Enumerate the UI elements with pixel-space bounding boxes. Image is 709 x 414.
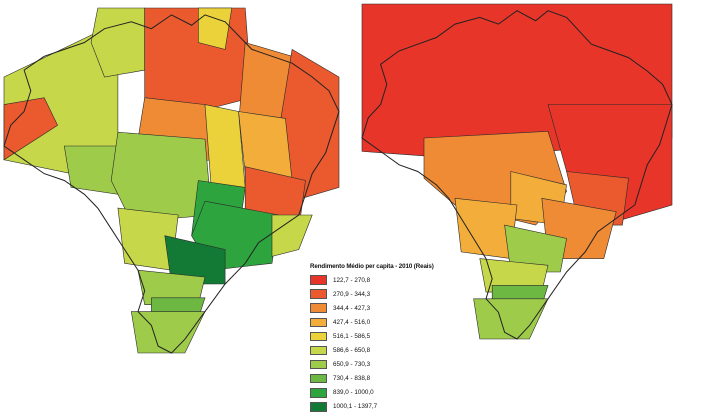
legend-item: 122,7 - 270,8 [310, 273, 470, 287]
figure-canvas: Rendimento Médio per capita - 2010 (Reai… [3, 3, 673, 412]
legend-swatch [310, 388, 327, 398]
region-rio-grande-do-sul [473, 298, 549, 340]
legend-item: 344,4 - 427,3 [310, 301, 470, 315]
legend-item: 730,4 - 838,8 [310, 372, 470, 386]
legend-label: 839,0 - 1000,0 [333, 389, 374, 397]
legend-label: 344,4 - 427,3 [333, 304, 371, 312]
legend-label: 650,9 - 730,3 [333, 361, 371, 369]
legend: Rendimento Médio per capita - 2010 (Reai… [310, 263, 470, 414]
legend-item: 1000,1 - 1397,7 [310, 400, 470, 414]
legend-swatch [310, 275, 327, 285]
legend-label: 516,1 - 586,5 [333, 332, 371, 340]
region-sao-paulo [504, 224, 567, 273]
legend-label: 586,6 - 650,8 [333, 347, 371, 355]
legend-swatch [310, 373, 327, 384]
legend-swatch [310, 317, 327, 328]
legend-swatch [310, 402, 327, 412]
right-map [361, 3, 673, 340]
region-rondonia [63, 145, 119, 195]
legend-label: 730,4 - 838,8 [333, 375, 371, 383]
legend-title: Rendimento Médio per capita - 2010 (Reai… [310, 263, 434, 270]
legend-label: 122,7 - 270,8 [333, 276, 371, 284]
country-outline [3, 14, 340, 354]
legend-swatch [310, 303, 327, 313]
region-northeast [547, 104, 673, 226]
legend-label: 270,9 - 344,3 [333, 290, 371, 298]
region-rio-grande-do-sul [130, 311, 206, 354]
region-acre [3, 97, 58, 161]
region-tocantins [204, 104, 246, 195]
country-outline [361, 10, 673, 340]
legend-item: 650,9 - 730,3 [310, 358, 470, 372]
legend-item: 427,4 - 516,0 [310, 315, 470, 329]
region-amapa [198, 7, 233, 50]
legend-items: 122,7 - 270,8 270,9 - 344,3 344,4 - 427,3 4… [310, 273, 470, 414]
legend-swatch [310, 331, 327, 342]
legend-item: 839,0 - 1000,0 [310, 386, 470, 400]
choropleth-maps [3, 3, 673, 354]
legend-swatch [310, 359, 327, 370]
legend-swatch [310, 345, 327, 356]
legend-swatch [310, 289, 327, 299]
legend-item: 586,6 - 650,8 [310, 343, 470, 357]
legend-label: 427,4 - 516,0 [333, 318, 371, 326]
legend-item: 270,9 - 344,3 [310, 287, 470, 301]
legend-label: 1000,1 - 1397,7 [333, 403, 378, 411]
legend-item: 516,1 - 586,5 [310, 329, 470, 343]
region-espirito-santo [271, 214, 313, 257]
left-map [3, 7, 340, 354]
